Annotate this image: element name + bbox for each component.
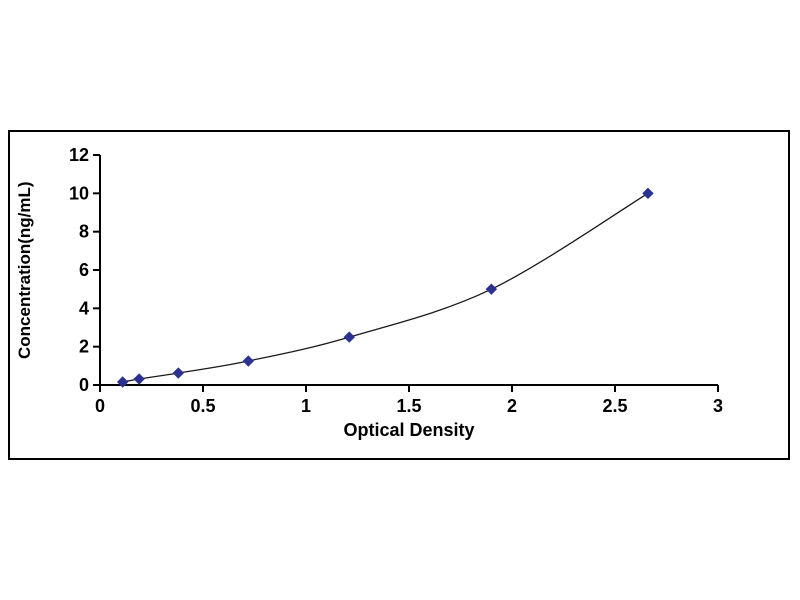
y-tick-label: 6 bbox=[79, 260, 89, 280]
curve-path bbox=[122, 192, 649, 383]
y-tick-label: 4 bbox=[79, 298, 89, 318]
y-tick-label: 0 bbox=[79, 375, 89, 395]
x-tick-label: 1.5 bbox=[396, 396, 421, 416]
data-point-marker bbox=[133, 373, 145, 385]
data-point-marker bbox=[116, 376, 129, 388]
data-point-marker bbox=[172, 367, 184, 379]
x-tick-label: 3 bbox=[713, 396, 723, 416]
x-tick-label: 2 bbox=[507, 396, 517, 416]
data-point-marker bbox=[642, 187, 654, 200]
data-point-marker bbox=[242, 355, 255, 367]
x-tick-label: 1 bbox=[301, 396, 311, 416]
chart-svg: 0 0.5 1 1.5 2 2.5 3 0 2 4 6 8 10 12 bbox=[69, 145, 723, 416]
data-point-marker bbox=[343, 331, 355, 343]
standard-curve-chart: 0 0.5 1 1.5 2 2.5 3 0 2 4 6 8 10 12 Concentration(ng/… bbox=[8, 130, 790, 460]
y-tick-label: 12 bbox=[69, 145, 89, 165]
x-tick-label: 0 bbox=[95, 396, 105, 416]
x-axis-title: Optical Density bbox=[343, 420, 475, 440]
y-axis-title: Concentration(ng/mL) bbox=[15, 181, 34, 359]
y-tick-label: 2 bbox=[79, 337, 89, 357]
x-tick-label: 2.5 bbox=[602, 396, 627, 416]
y-tick-label: 10 bbox=[69, 183, 89, 203]
x-tick-label: 0.5 bbox=[190, 396, 215, 416]
y-tick-label: 8 bbox=[79, 222, 89, 242]
data-point-marker bbox=[485, 283, 498, 295]
